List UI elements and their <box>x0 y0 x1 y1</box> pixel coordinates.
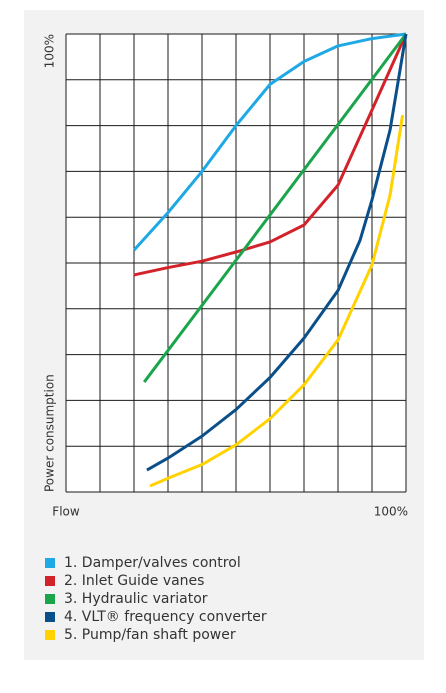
legend-swatch <box>45 630 55 640</box>
line <box>146 33 408 472</box>
legend-label: 4. VLT® frequency converter <box>64 609 267 625</box>
line <box>133 33 408 277</box>
legend-label: 3. Hydraulic variator <box>64 591 208 607</box>
line <box>132 32 407 252</box>
x-tick-label: 100% <box>374 505 408 519</box>
legend-label: 1. Damper/valves control <box>64 555 241 571</box>
y-tick-label: 100% <box>43 34 57 68</box>
legend-label: 2. Inlet Guide vanes <box>64 573 204 589</box>
legend-label: 5. Pump/fan shaft power <box>64 627 236 643</box>
legend-swatch <box>45 576 55 586</box>
line <box>143 33 408 383</box>
y-axis-label: Power consumption <box>43 374 57 492</box>
line <box>149 114 405 488</box>
legend-swatch <box>45 594 55 604</box>
x-axis-label: Flow <box>52 505 80 519</box>
legend-swatch <box>45 612 55 622</box>
legend-swatch <box>45 558 55 568</box>
